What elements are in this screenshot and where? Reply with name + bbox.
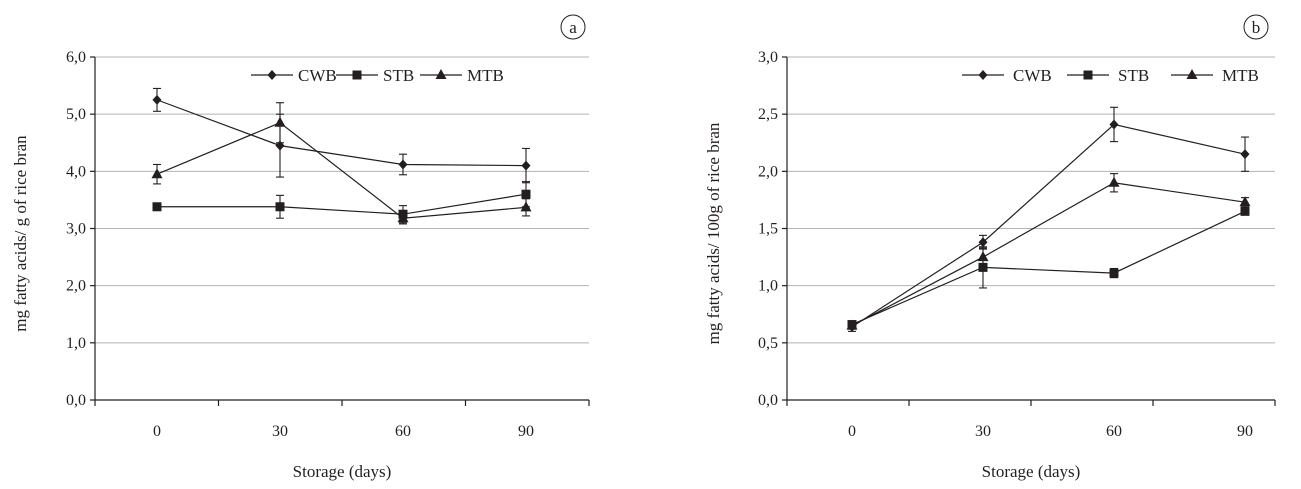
y-tick-label: 1,5 (758, 221, 778, 238)
legend-marker-mtb (1186, 69, 1198, 79)
legend-marker-stb (352, 70, 362, 80)
series-mtb (151, 102, 532, 225)
x-tick-label: 0 (153, 423, 161, 440)
y-axis-title: mg fatty acids/ g of rice bran (11, 135, 30, 332)
y-tick-label: 2,0 (758, 163, 778, 180)
y-axis-title: mg fatty acids/ 100g of rice bran (704, 122, 723, 344)
series-line-stb (851, 210, 1246, 326)
y-tick-label: 0,0 (758, 392, 778, 409)
panel-label: b (1252, 18, 1261, 37)
data-point-stb (521, 189, 531, 199)
legend-label: STB (1118, 66, 1149, 85)
data-point-cwb (978, 237, 988, 248)
x-tick-label: 0 (848, 423, 856, 440)
series-stb (847, 206, 1250, 330)
data-point-mtb (397, 212, 409, 223)
legend-label: STB (383, 66, 414, 85)
x-axis-title: Storage (days) (293, 462, 392, 481)
data-point-stb (275, 202, 285, 212)
y-tick-label: 4,0 (66, 163, 86, 180)
series-line-cwb (156, 99, 527, 167)
y-tick-label: 6,0 (66, 49, 86, 66)
data-point-mtb (1239, 196, 1251, 207)
legend-marker-stb (1083, 70, 1093, 80)
x-tick-label: 90 (518, 423, 534, 440)
legend-entry-mtb: MTB (420, 66, 504, 85)
y-tick-label: 3,0 (758, 49, 778, 66)
data-point-cwb (152, 94, 162, 105)
legend-entry-mtb: MTB (1171, 66, 1259, 85)
legend-label: CWB (1013, 66, 1052, 85)
legend-label: MTB (467, 66, 504, 85)
series-line-mtb (156, 122, 527, 219)
legend-marker-cwb (978, 70, 988, 80)
chart-panel-b: 0,0 0,5 1,0 1,5 2,0 2,5 3,0 0 30 60 90 Storage (day… (704, 14, 1276, 481)
legend-entry-cwb: CWB (251, 66, 337, 85)
legend-marker-cwb (267, 70, 277, 80)
y-tick-label: 0,0 (66, 392, 86, 409)
data-point-mtb (151, 168, 163, 179)
x-tick-label: 60 (1106, 423, 1122, 440)
legend-label: CWB (298, 66, 337, 85)
y-tick-label: 1,0 (758, 278, 778, 295)
legend-entry-stb: STB (336, 66, 414, 85)
data-point-mtb (520, 201, 532, 212)
legend-entry-stb: STB (1067, 66, 1149, 85)
x-axis-title: Storage (days) (982, 462, 1081, 481)
data-point-stb (152, 202, 162, 212)
data-point-mtb (274, 116, 286, 127)
chart-panel-a: 0,0 1,0 2,0 3,0 4,0 5,0 6,0 0 30 60 90 Storage (day… (11, 14, 590, 481)
data-point-stb (1109, 268, 1119, 278)
series-stb (152, 181, 531, 224)
legend-label: MTB (1222, 66, 1259, 85)
y-tick-label: 3,0 (66, 221, 86, 238)
legend-entry-cwb: CWB (962, 66, 1052, 85)
data-point-mtb (977, 251, 989, 262)
panel-label-circle (1243, 14, 1269, 40)
x-tick-label: 90 (1237, 423, 1253, 440)
x-tick-label: 30 (975, 423, 991, 440)
data-point-cwb (398, 159, 408, 170)
data-point-stb (978, 262, 988, 272)
y-tick-label: 1,0 (66, 335, 86, 352)
series-line-mtb (851, 182, 1246, 327)
series-mtb (846, 173, 1251, 330)
panel-label: a (569, 18, 577, 37)
data-point-mtb (846, 319, 858, 330)
data-point-stb (1240, 206, 1250, 216)
y-tick-label: 5,0 (66, 106, 86, 123)
legend-marker-mtb (435, 69, 447, 79)
y-tick-label: 2,5 (758, 106, 778, 123)
series-cwb (152, 87, 531, 184)
data-point-cwb (1109, 119, 1119, 130)
panel-label-circle (560, 14, 586, 40)
data-point-mtb (1108, 176, 1120, 187)
series-line-cwb (851, 123, 1246, 328)
x-tick-label: 30 (272, 423, 288, 440)
x-tick-label: 60 (395, 423, 411, 440)
y-tick-label: 2,0 (66, 278, 86, 295)
y-tick-label: 0,5 (758, 335, 778, 352)
data-point-cwb (1240, 149, 1250, 160)
data-point-cwb (521, 160, 531, 171)
series-line-stb (157, 193, 527, 215)
